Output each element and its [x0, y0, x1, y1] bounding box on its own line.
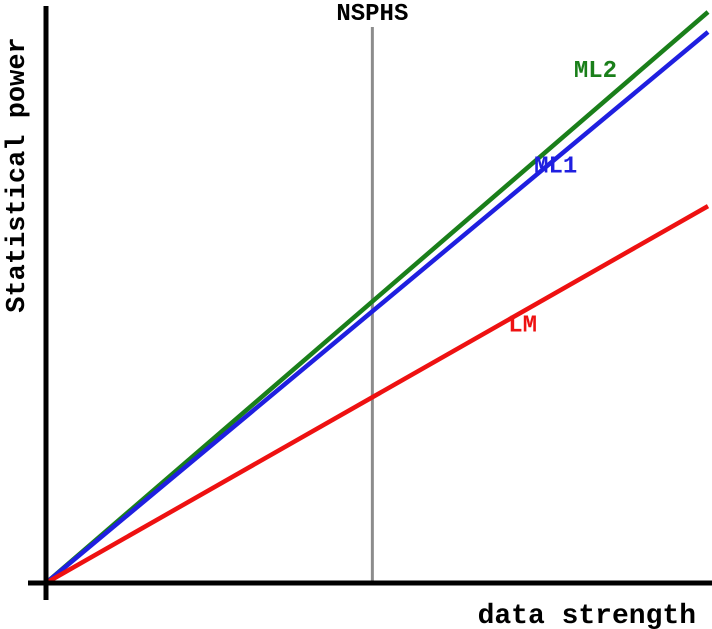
series-label-lm: LM: [508, 313, 537, 340]
reference-line-label: NSPHS: [336, 1, 408, 28]
x-axis-label: data strength: [478, 601, 696, 629]
series-labels: ML2 ML1 LM: [508, 58, 617, 340]
series-label-ml2: ML2: [574, 58, 617, 85]
y-axis-label: Statistical power: [3, 37, 33, 312]
series-line-ml1: [44, 30, 710, 585]
series-line-ml2: [44, 10, 710, 585]
series-lines: [44, 10, 710, 585]
plot-area: [28, 6, 712, 600]
series-line-lm: [44, 204, 710, 585]
series-label-ml1: ML1: [534, 154, 577, 181]
